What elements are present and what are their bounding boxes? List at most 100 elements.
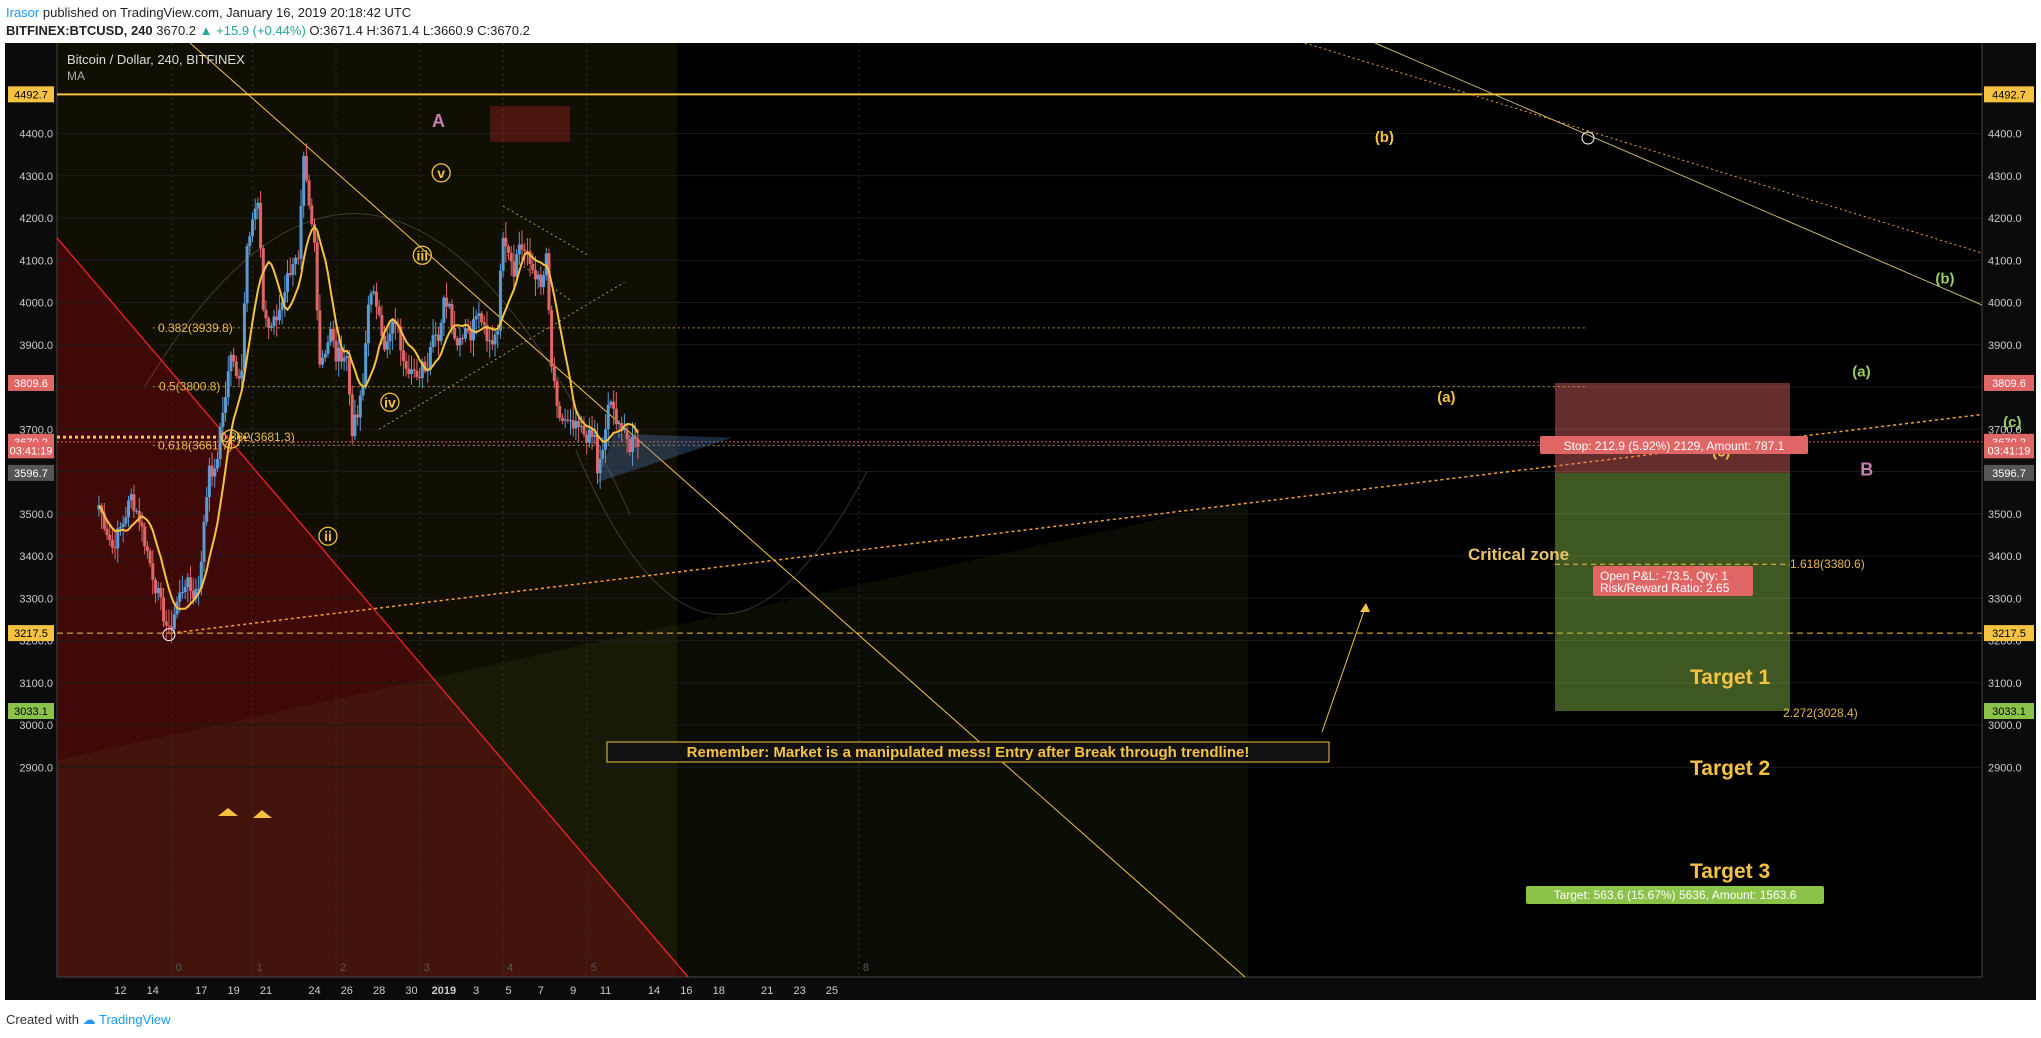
candle-body xyxy=(132,494,136,512)
candle-body xyxy=(224,397,228,413)
candle-body xyxy=(453,327,457,339)
wave-label: i xyxy=(229,431,233,447)
tradingview-logo-icon: ☁ xyxy=(82,1012,96,1027)
session-label: 4 xyxy=(507,962,513,974)
candle-body xyxy=(469,331,473,341)
candle-body xyxy=(401,350,405,362)
x-tick-label: 25 xyxy=(826,985,838,997)
x-tick-label: 21 xyxy=(761,985,773,997)
session-label: 3 xyxy=(424,962,430,974)
author-link[interactable]: Irasor xyxy=(6,5,40,20)
price-tag-left xyxy=(8,703,54,720)
y-tick-left: 3000.0 xyxy=(19,720,53,732)
candle-body xyxy=(323,353,327,358)
candle-body xyxy=(450,303,454,328)
candle-body xyxy=(205,497,209,522)
y-tick-left: 4300.0 xyxy=(19,171,53,183)
candle-body xyxy=(229,354,233,372)
candle-body xyxy=(113,547,117,549)
candle-body xyxy=(267,318,271,328)
candle-body xyxy=(517,244,521,255)
yellow-downtrend-line xyxy=(189,42,1246,978)
candle-body xyxy=(614,408,618,425)
candle-body xyxy=(218,426,222,460)
x-tick-label: 2019 xyxy=(432,985,456,997)
candle-body xyxy=(399,326,403,351)
y-tick-right: 2900.0 xyxy=(1988,762,2022,774)
price-tag-left xyxy=(8,374,54,391)
x-tick-label: 28 xyxy=(373,985,385,997)
x-tick-label: 24 xyxy=(308,985,320,997)
pnl-text: Open P&L: -73.5, Qty: 1 xyxy=(1600,569,1728,583)
wave-circle-icon xyxy=(431,163,451,183)
candle-body xyxy=(348,355,352,395)
triangle-line xyxy=(502,205,590,257)
candle-body xyxy=(590,429,594,437)
y-tick-left: 4200.0 xyxy=(19,213,53,225)
candle-body xyxy=(143,526,147,547)
price-tag-text: 03:41:19 xyxy=(10,445,53,457)
candle-body xyxy=(628,439,632,452)
plot-area xyxy=(57,43,1982,977)
candle-body xyxy=(153,579,157,594)
candle-body xyxy=(574,420,578,429)
candle-body xyxy=(550,310,554,367)
wave-label: A xyxy=(432,111,445,131)
candle-body xyxy=(248,236,252,247)
arrow-line xyxy=(1321,604,1367,733)
candle-body xyxy=(312,224,316,243)
candle-body xyxy=(237,375,241,379)
candle-body xyxy=(291,264,295,275)
x-tick-label: 9 xyxy=(570,985,576,997)
last-price: 3670.2 xyxy=(156,23,197,38)
wave-label: (b) xyxy=(1935,270,1954,287)
candle-body xyxy=(304,155,308,181)
candle-body xyxy=(331,328,335,341)
candle-body xyxy=(595,435,599,474)
candle-body xyxy=(124,517,128,524)
candle-body xyxy=(566,419,570,421)
candle-body xyxy=(528,251,532,264)
candle-body xyxy=(256,202,260,209)
wave-label: (a) xyxy=(1437,389,1455,406)
candle-body xyxy=(269,326,273,328)
candle-body xyxy=(488,340,492,342)
x-tick-label: 5 xyxy=(505,985,511,997)
candle-body xyxy=(533,270,537,280)
candle-body xyxy=(523,249,527,252)
candle-body xyxy=(485,324,489,342)
candle-body xyxy=(374,291,378,307)
target-info-box xyxy=(1526,886,1824,904)
target3-label: Target 3 xyxy=(1690,860,1770,883)
fib-label: 0.5(3800.8) xyxy=(159,380,220,394)
candle-body xyxy=(447,303,451,307)
change-up-icon: ▲ xyxy=(199,23,213,38)
candle-body xyxy=(191,590,195,599)
candle-body xyxy=(466,328,470,332)
arrow-up-icon xyxy=(218,808,238,816)
y-tick-left: 3700.0 xyxy=(19,424,53,436)
price-tag-text: 4492.7 xyxy=(14,89,48,101)
candle-body xyxy=(172,614,176,629)
session-label: 8 xyxy=(863,962,869,974)
candle-body xyxy=(436,334,440,341)
candle-body xyxy=(167,625,171,627)
candle-body xyxy=(606,404,610,430)
candle-body xyxy=(585,434,589,443)
candle-body xyxy=(552,366,556,382)
candle-body xyxy=(431,335,435,348)
pivot-circle-icon xyxy=(162,628,176,642)
chart-header: Irasor published on TradingView.com, Jan… xyxy=(6,4,530,40)
wave-label: B xyxy=(1860,460,1873,480)
wave-label: v xyxy=(437,165,445,181)
x-tick-label: 17 xyxy=(195,985,207,997)
candle-body xyxy=(350,394,354,437)
footer-brand[interactable]: TradingView xyxy=(99,1012,171,1027)
wave-circle-icon xyxy=(221,429,241,449)
candle-body xyxy=(577,420,581,427)
candle-body xyxy=(480,313,484,323)
candle-body xyxy=(558,405,562,418)
y-tick-right: 3300.0 xyxy=(1988,593,2022,605)
candle-body xyxy=(210,465,214,477)
